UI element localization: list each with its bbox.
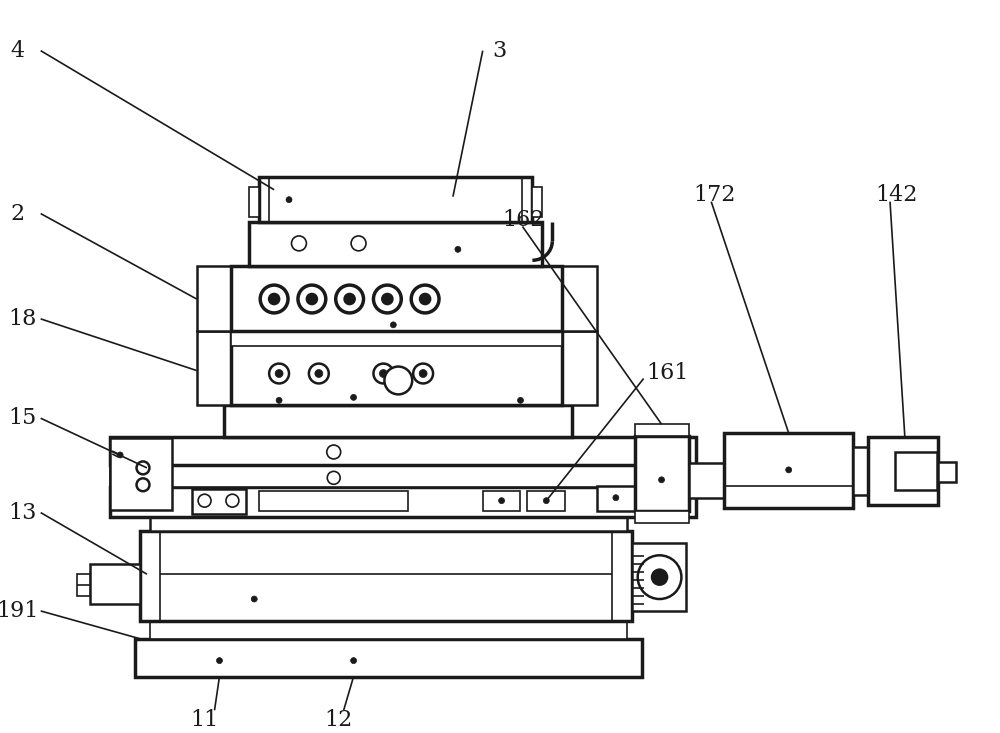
Bar: [110, 438, 172, 509]
Circle shape: [351, 658, 357, 663]
Circle shape: [543, 498, 549, 504]
Bar: [527, 490, 565, 511]
Text: 191: 191: [0, 600, 38, 622]
Circle shape: [351, 394, 357, 400]
Text: 161: 161: [647, 361, 689, 383]
Circle shape: [117, 452, 123, 458]
Circle shape: [786, 467, 792, 473]
Bar: [259, 490, 408, 511]
Bar: [632, 543, 686, 611]
Circle shape: [659, 477, 665, 483]
Bar: [135, 638, 642, 677]
Circle shape: [518, 397, 523, 403]
Bar: [249, 221, 542, 266]
Text: 11: 11: [190, 710, 219, 732]
Bar: [938, 462, 956, 482]
Bar: [110, 465, 696, 487]
Circle shape: [306, 293, 317, 304]
Bar: [90, 564, 140, 604]
Bar: [597, 486, 635, 511]
Bar: [197, 331, 231, 405]
Bar: [231, 331, 562, 346]
Circle shape: [137, 462, 149, 474]
Bar: [483, 490, 520, 511]
Text: 162: 162: [503, 209, 545, 231]
Circle shape: [298, 285, 326, 313]
Circle shape: [226, 494, 239, 507]
Bar: [140, 531, 632, 621]
Circle shape: [420, 293, 431, 304]
Bar: [259, 177, 532, 221]
Bar: [635, 424, 689, 436]
Bar: [150, 517, 627, 531]
Circle shape: [292, 236, 306, 251]
Bar: [110, 487, 696, 517]
Bar: [562, 331, 597, 405]
Bar: [689, 463, 724, 498]
Bar: [231, 331, 562, 405]
Circle shape: [269, 364, 289, 383]
Circle shape: [613, 495, 619, 501]
Circle shape: [499, 498, 505, 504]
Bar: [853, 447, 868, 495]
Circle shape: [260, 285, 288, 313]
Circle shape: [638, 556, 681, 599]
Circle shape: [652, 570, 668, 585]
Circle shape: [327, 445, 341, 459]
Circle shape: [137, 479, 149, 491]
Text: 142: 142: [875, 184, 917, 206]
Circle shape: [251, 596, 257, 602]
Circle shape: [275, 369, 283, 377]
Circle shape: [217, 658, 222, 663]
Bar: [868, 437, 938, 504]
Bar: [562, 266, 597, 331]
Circle shape: [413, 364, 433, 383]
Circle shape: [455, 246, 461, 252]
Circle shape: [309, 364, 329, 383]
Circle shape: [276, 397, 282, 403]
Text: 13: 13: [8, 501, 36, 523]
Bar: [231, 266, 562, 331]
Text: 15: 15: [8, 408, 36, 430]
Circle shape: [384, 366, 412, 394]
Text: 4: 4: [11, 40, 25, 62]
Bar: [224, 405, 572, 437]
Circle shape: [373, 285, 401, 313]
Bar: [532, 187, 542, 216]
Text: 172: 172: [693, 184, 736, 206]
Bar: [635, 436, 689, 511]
Circle shape: [382, 293, 393, 304]
Bar: [249, 187, 259, 216]
Circle shape: [327, 471, 340, 485]
Bar: [635, 511, 689, 523]
Bar: [192, 489, 246, 514]
Circle shape: [351, 236, 366, 251]
Bar: [150, 621, 627, 638]
Circle shape: [198, 494, 211, 507]
Bar: [110, 437, 696, 465]
Text: 2: 2: [11, 202, 25, 224]
Circle shape: [269, 293, 280, 304]
Circle shape: [390, 322, 396, 328]
Circle shape: [315, 369, 323, 377]
Circle shape: [336, 285, 364, 313]
Text: 3: 3: [493, 40, 507, 62]
Bar: [895, 452, 937, 490]
Text: 12: 12: [325, 710, 353, 732]
Circle shape: [379, 369, 387, 377]
Bar: [77, 574, 90, 596]
Circle shape: [286, 196, 292, 202]
Circle shape: [344, 293, 355, 304]
Circle shape: [411, 285, 439, 313]
Circle shape: [419, 369, 427, 377]
Bar: [724, 433, 853, 508]
Bar: [197, 266, 231, 331]
Text: 18: 18: [8, 308, 36, 330]
Circle shape: [373, 364, 393, 383]
